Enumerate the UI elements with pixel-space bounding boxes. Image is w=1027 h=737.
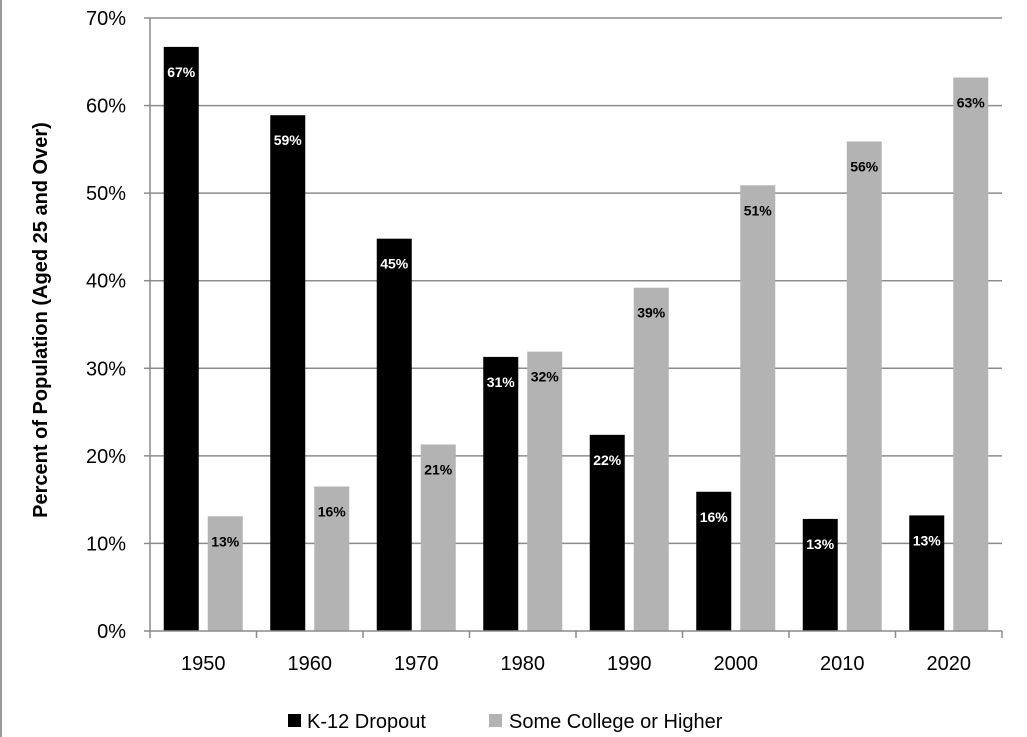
data-label: 13% <box>806 536 835 552</box>
x-tick-label: 2010 <box>820 653 865 675</box>
data-label: 56% <box>850 158 879 174</box>
data-label: 21% <box>424 461 453 477</box>
bar-k12-dropout-1990 <box>589 434 625 631</box>
y-tick-label: 60% <box>86 96 126 118</box>
y-tick-label: 10% <box>86 533 126 555</box>
data-label: 13% <box>211 533 240 549</box>
data-label: 32% <box>531 369 560 385</box>
legend-swatch-k12-dropout <box>288 714 301 727</box>
bar-k12-dropout-1960 <box>270 115 306 631</box>
bar-some-college-2010 <box>846 141 882 631</box>
y-tick-label: 0% <box>97 621 126 643</box>
y-tick-label: 50% <box>86 183 126 205</box>
y-tick-label: 20% <box>86 446 126 468</box>
x-tick-label: 2000 <box>714 653 759 675</box>
y-tick-label: 70% <box>86 8 126 30</box>
data-label: 16% <box>318 504 347 520</box>
bar-some-college-1950 <box>207 516 243 631</box>
data-label: 39% <box>637 305 666 321</box>
y-tick-label: 40% <box>86 271 126 293</box>
data-labels: 67% 13% 59% 16% 45% 21% 31% 32% 22% 39% 16% 51% 13% 5… <box>167 64 985 552</box>
y-tick-label: 30% <box>86 358 126 380</box>
x-tick-label: 1950 <box>181 653 226 675</box>
bar-some-college-1980 <box>527 351 563 631</box>
y-axis-ticks: 0% 10% 20% 30% 40% 50% 60% 70% <box>86 8 150 643</box>
data-label: 45% <box>380 256 409 272</box>
x-tick-label: 1970 <box>394 653 439 675</box>
x-tick-label: 1960 <box>288 653 333 675</box>
data-label: 31% <box>487 374 516 390</box>
x-axis-ticks: 1950 1960 1970 1980 1990 2000 2010 2020 <box>181 631 1003 675</box>
x-tick-label: 2020 <box>927 653 972 675</box>
data-label: 67% <box>167 64 196 80</box>
data-label: 51% <box>744 202 773 218</box>
bar-k12-dropout-1970 <box>376 238 412 631</box>
legend: K-12 Dropout Some College or Higher <box>288 711 723 733</box>
bar-k12-dropout-2020 <box>909 515 945 631</box>
bar-some-college-2020 <box>953 77 989 631</box>
x-tick-label: 1980 <box>501 653 546 675</box>
bar-some-college-2000 <box>740 185 776 632</box>
bar-some-college-1990 <box>633 287 669 631</box>
data-label: 16% <box>700 509 729 525</box>
bar-k12-dropout-1980 <box>483 356 519 631</box>
x-tick-label: 1990 <box>607 653 652 675</box>
data-label: 22% <box>593 452 622 468</box>
legend-label-some-college: Some College or Higher <box>509 711 723 733</box>
bar-k12-dropout-1950 <box>163 46 199 632</box>
bars <box>163 46 989 632</box>
data-label: 13% <box>913 532 942 548</box>
bar-k12-dropout-2000 <box>696 491 732 631</box>
bar-some-college-1970 <box>420 444 456 631</box>
y-axis-label: Percent of Population (Aged 25 and Over) <box>30 122 52 518</box>
data-label: 59% <box>274 132 303 148</box>
data-label: 63% <box>957 95 986 111</box>
legend-label-k12-dropout: K-12 Dropout <box>307 711 426 733</box>
legend-swatch-some-college <box>489 714 502 727</box>
bar-k12-dropout-2010 <box>802 518 838 631</box>
bar-some-college-1960 <box>314 486 350 631</box>
